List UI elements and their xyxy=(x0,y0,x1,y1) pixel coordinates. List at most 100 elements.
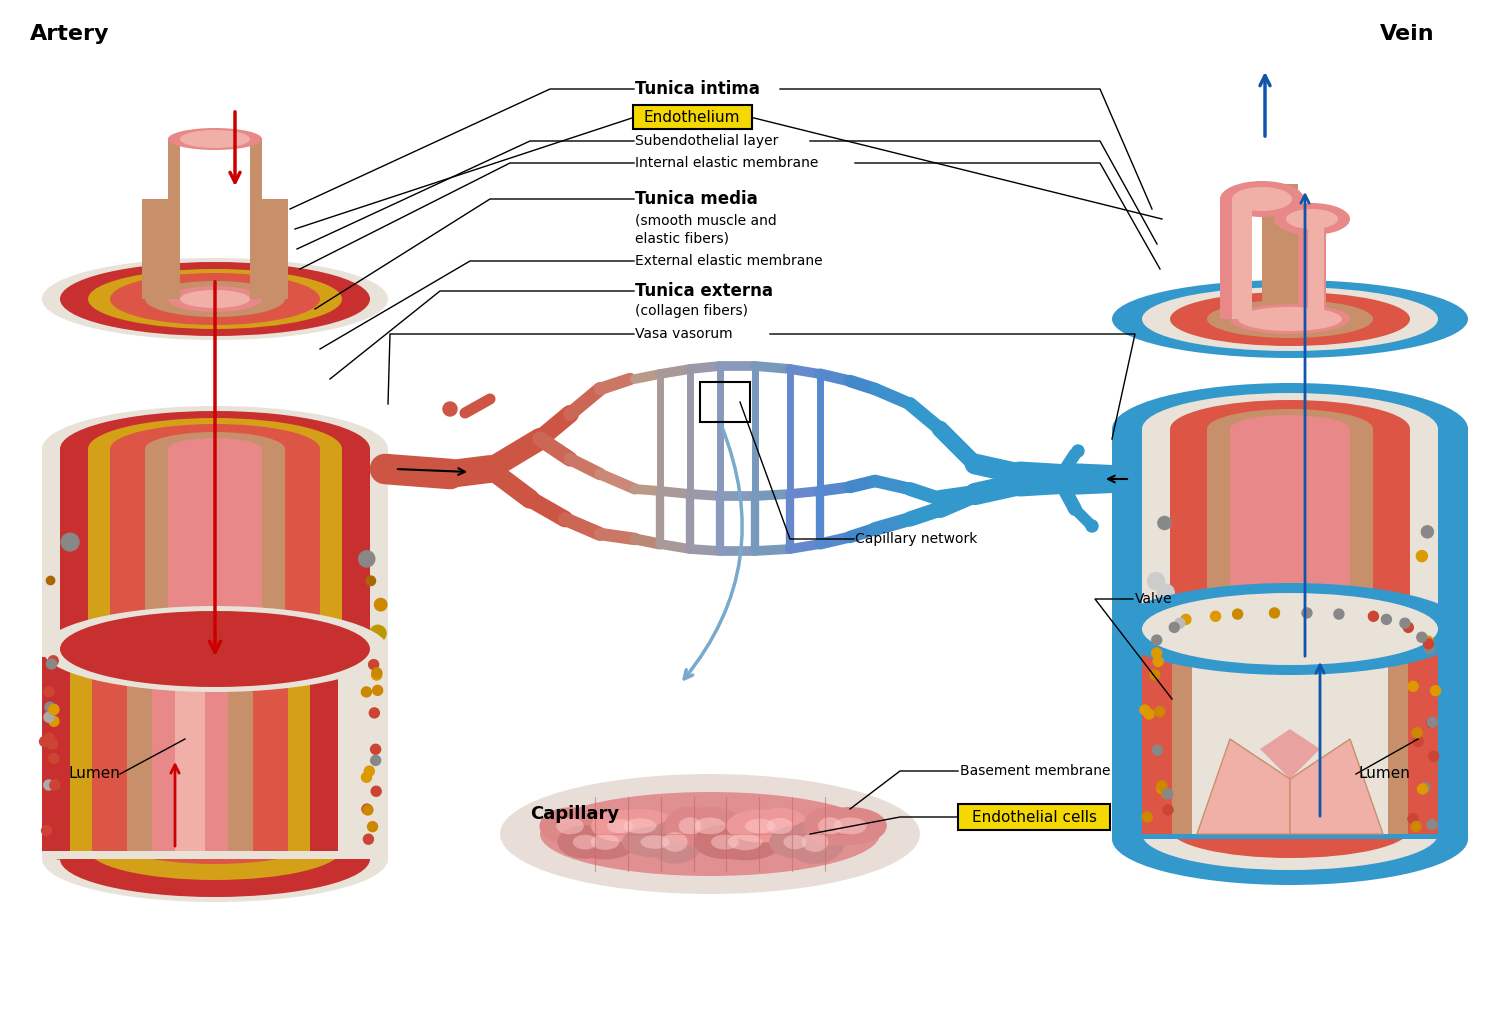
Circle shape xyxy=(123,451,136,465)
Ellipse shape xyxy=(180,290,250,308)
Text: Vein: Vein xyxy=(1380,24,1434,44)
Bar xyxy=(42,649,388,859)
Circle shape xyxy=(1164,790,1176,803)
Text: Valve: Valve xyxy=(1136,592,1173,606)
Bar xyxy=(254,657,288,851)
Ellipse shape xyxy=(60,611,370,687)
Circle shape xyxy=(44,780,54,790)
Ellipse shape xyxy=(1170,800,1410,858)
Ellipse shape xyxy=(746,819,776,833)
Text: Basement membrane: Basement membrane xyxy=(960,764,1110,778)
Circle shape xyxy=(1334,609,1344,619)
Ellipse shape xyxy=(1220,181,1304,217)
Ellipse shape xyxy=(146,792,285,826)
Ellipse shape xyxy=(1208,300,1372,338)
Bar xyxy=(1298,219,1326,319)
Bar xyxy=(142,199,172,299)
Circle shape xyxy=(369,708,380,718)
Circle shape xyxy=(314,447,327,461)
Ellipse shape xyxy=(1170,292,1410,346)
Circle shape xyxy=(1425,643,1434,653)
Circle shape xyxy=(1420,783,1430,792)
Ellipse shape xyxy=(42,816,388,902)
Ellipse shape xyxy=(88,818,342,880)
Circle shape xyxy=(1412,728,1422,738)
Circle shape xyxy=(1420,671,1431,681)
Ellipse shape xyxy=(1274,203,1350,235)
Ellipse shape xyxy=(60,411,370,487)
Ellipse shape xyxy=(573,824,638,859)
Circle shape xyxy=(44,686,54,697)
Circle shape xyxy=(1382,614,1392,625)
Circle shape xyxy=(1269,608,1280,618)
Bar xyxy=(258,199,288,299)
Ellipse shape xyxy=(146,281,285,317)
Circle shape xyxy=(1144,709,1154,719)
Bar xyxy=(152,657,176,851)
Circle shape xyxy=(1140,705,1150,715)
Ellipse shape xyxy=(622,826,688,857)
Circle shape xyxy=(372,685,382,696)
Circle shape xyxy=(1143,812,1152,822)
Circle shape xyxy=(1416,551,1428,562)
Text: External elastic membrane: External elastic membrane xyxy=(634,254,822,268)
Bar xyxy=(42,449,388,859)
Circle shape xyxy=(363,805,374,815)
Ellipse shape xyxy=(693,825,756,859)
Ellipse shape xyxy=(540,792,880,876)
Circle shape xyxy=(1302,608,1312,618)
Ellipse shape xyxy=(540,808,600,845)
Circle shape xyxy=(51,843,68,859)
Polygon shape xyxy=(1290,739,1383,833)
Circle shape xyxy=(362,754,376,770)
Circle shape xyxy=(50,705,58,714)
Circle shape xyxy=(1152,648,1161,658)
Ellipse shape xyxy=(813,807,886,845)
Text: Internal elastic membrane: Internal elastic membrane xyxy=(634,156,819,170)
Circle shape xyxy=(1158,584,1174,601)
Ellipse shape xyxy=(1208,409,1372,449)
Circle shape xyxy=(228,456,242,469)
Circle shape xyxy=(96,442,109,456)
Ellipse shape xyxy=(752,808,808,844)
Circle shape xyxy=(44,733,54,743)
Ellipse shape xyxy=(88,418,342,480)
Circle shape xyxy=(1404,623,1413,633)
Circle shape xyxy=(375,599,387,611)
Polygon shape xyxy=(1260,729,1320,833)
Text: (smooth muscle and: (smooth muscle and xyxy=(634,214,777,228)
Circle shape xyxy=(1413,737,1424,747)
Ellipse shape xyxy=(728,833,762,850)
Bar xyxy=(310,657,338,851)
Circle shape xyxy=(1154,713,1162,721)
Circle shape xyxy=(39,737,50,746)
Bar xyxy=(1112,429,1468,839)
Bar xyxy=(176,657,206,851)
Ellipse shape xyxy=(1142,593,1438,665)
Ellipse shape xyxy=(42,258,388,340)
Circle shape xyxy=(264,454,278,468)
Bar xyxy=(228,657,254,851)
Circle shape xyxy=(1148,573,1164,590)
Ellipse shape xyxy=(711,835,740,850)
Bar xyxy=(88,449,342,849)
Ellipse shape xyxy=(675,807,746,845)
Ellipse shape xyxy=(834,817,867,835)
Circle shape xyxy=(1422,526,1434,538)
Text: elastic fibers): elastic fibers) xyxy=(634,232,729,246)
Ellipse shape xyxy=(1142,799,1438,870)
Ellipse shape xyxy=(1238,307,1342,331)
Circle shape xyxy=(1162,789,1173,799)
Ellipse shape xyxy=(783,835,807,849)
Bar xyxy=(288,657,310,851)
Bar xyxy=(168,449,262,789)
Bar xyxy=(70,657,92,851)
Circle shape xyxy=(362,804,372,814)
Text: (collagen fibers): (collagen fibers) xyxy=(634,304,748,318)
Circle shape xyxy=(48,739,57,749)
Circle shape xyxy=(1086,520,1098,532)
Circle shape xyxy=(1156,781,1167,791)
Text: Endothelium: Endothelium xyxy=(644,109,741,125)
Circle shape xyxy=(1431,685,1440,696)
Ellipse shape xyxy=(1112,793,1468,885)
